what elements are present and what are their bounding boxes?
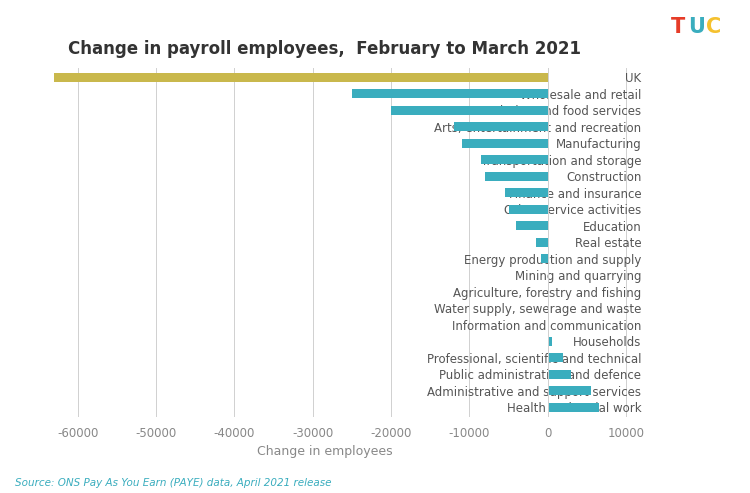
Text: U: U bbox=[688, 17, 705, 37]
Bar bbox=[548, 403, 598, 412]
Bar bbox=[461, 139, 548, 148]
Bar bbox=[536, 238, 548, 247]
Bar bbox=[54, 73, 548, 82]
Bar bbox=[548, 370, 572, 379]
Bar bbox=[391, 106, 548, 115]
Bar bbox=[509, 205, 548, 214]
Bar bbox=[485, 172, 548, 181]
Bar bbox=[352, 89, 548, 99]
Title: Change in payroll employees,  February to March 2021: Change in payroll employees, February to… bbox=[68, 39, 581, 58]
Text: Source: ONS Pay As You Earn (PAYE) data, April 2021 release: Source: ONS Pay As You Earn (PAYE) data,… bbox=[15, 478, 332, 488]
Bar bbox=[542, 254, 548, 263]
Text: T: T bbox=[671, 17, 686, 37]
Bar bbox=[548, 337, 551, 346]
Bar bbox=[505, 188, 548, 197]
Bar bbox=[481, 155, 548, 164]
Bar bbox=[516, 221, 548, 230]
Bar bbox=[548, 353, 563, 362]
Bar bbox=[454, 122, 548, 132]
X-axis label: Change in employees: Change in employees bbox=[256, 445, 392, 458]
Bar bbox=[548, 386, 591, 395]
Text: C: C bbox=[706, 17, 721, 37]
